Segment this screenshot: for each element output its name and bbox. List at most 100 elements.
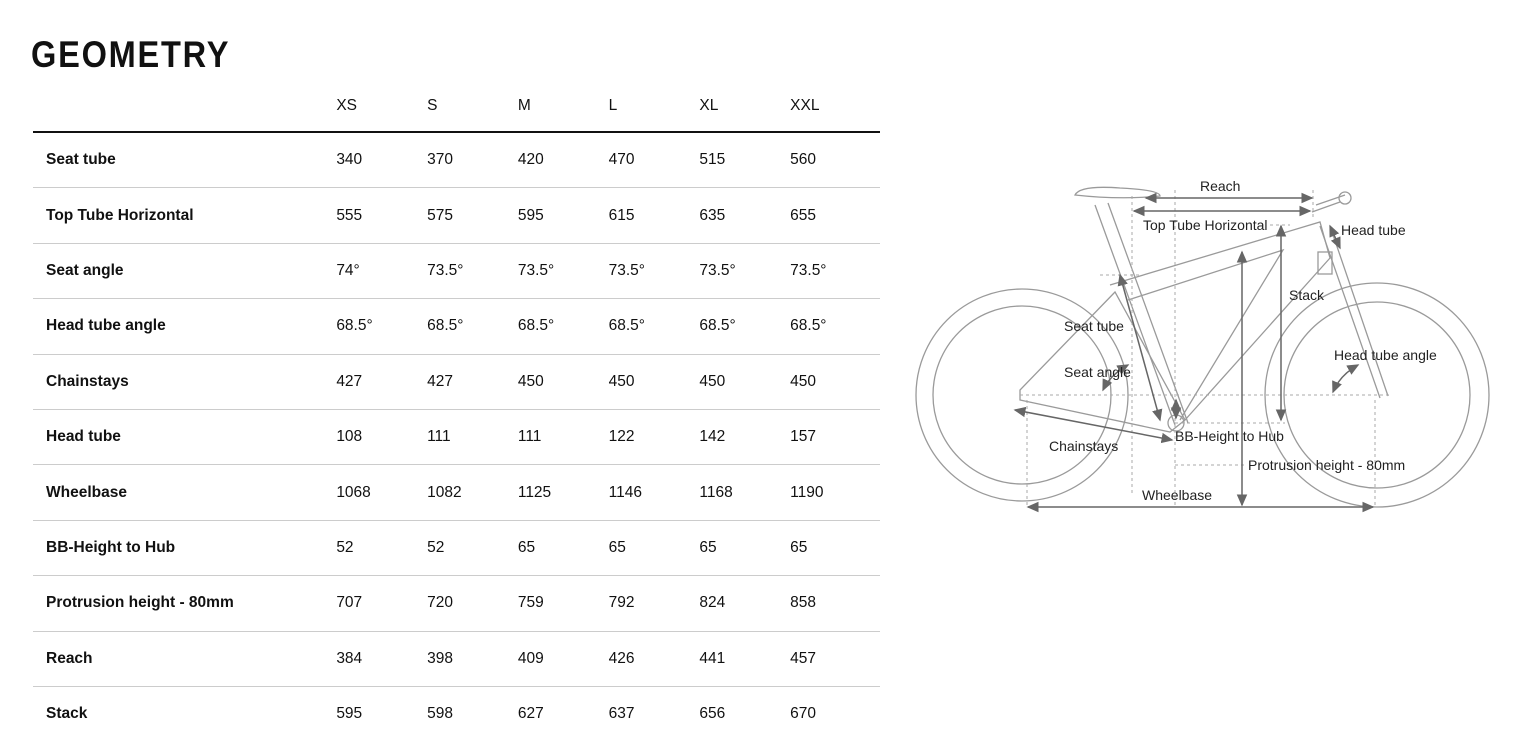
cell-value: 68.5°	[607, 298, 699, 355]
cell-value: 1168	[698, 464, 790, 521]
cell-value: 1190	[789, 464, 880, 521]
cell-value: 157	[789, 409, 880, 466]
cell-value: 68.5°	[698, 298, 790, 355]
cell-value: 142	[698, 409, 790, 466]
cell-value: 575	[426, 187, 517, 244]
row-label: Seat tube	[33, 132, 336, 189]
cell-value: 450	[698, 354, 790, 410]
cell-value: 1146	[607, 464, 699, 521]
cell-value: 615	[607, 187, 699, 244]
label-chainstays: Chainstays	[1049, 438, 1118, 454]
row-label: Stack	[46, 705, 88, 723]
cell-value: 560	[789, 132, 880, 189]
label-top-tube: Top Tube Horizontal	[1143, 217, 1268, 233]
cell-value: 68.5°	[426, 298, 517, 355]
size-header-m: M	[516, 80, 608, 133]
cell-value: 108	[335, 409, 427, 466]
row-label: Chainstays	[33, 354, 336, 410]
cell-value: 111	[426, 409, 517, 466]
cell-value: 65	[698, 520, 790, 577]
table-row: Head tube 108 111 111 122 142 157	[33, 409, 880, 466]
cell-value: 122	[607, 409, 699, 466]
cell-value: 74°	[335, 243, 427, 300]
row-label: BB-Height to Hub	[33, 520, 336, 577]
cell-value: 655	[789, 187, 880, 244]
row-label: Top Tube Horizontal	[33, 187, 336, 244]
cell-value: 759	[516, 575, 608, 632]
table-row: Stack 595 598 627 637 656 670	[33, 686, 880, 741]
bike-geometry-diagram: Reach Top Tube Horizontal Head tube Stac…	[915, 178, 1490, 513]
dimension-arrows	[1013, 192, 1375, 513]
cell-value: 65	[789, 520, 880, 577]
row-label: Head tube angle	[33, 298, 336, 355]
cell-value: 68.5°	[789, 298, 880, 355]
cell-value: 1082	[426, 464, 517, 521]
cell-value: 73.5°	[698, 243, 790, 300]
page-title: GEOMETRY	[31, 34, 231, 75]
table-row: Head tube angle 68.5° 68.5° 68.5° 68.5° 68.5°…	[33, 298, 880, 355]
cell-value: 73.5°	[789, 243, 880, 300]
table-row: Reach 384 398 409 426 441 457	[33, 631, 880, 687]
table-row: BB-Height to Hub 52 52 65 65 65 65	[33, 520, 880, 577]
label-seat-tube: Seat tube	[1064, 318, 1124, 334]
cell-value: 420	[516, 132, 608, 189]
cell-value: 73.5°	[426, 243, 517, 300]
row-label: Head tube	[33, 409, 336, 466]
cell-value: 627	[517, 705, 544, 723]
cell-value: 441	[698, 631, 790, 687]
table-row: Chainstays 427 427 450 450 450 450	[33, 354, 880, 410]
header-blank	[33, 80, 336, 133]
cell-value: 370	[426, 132, 517, 189]
cell-value: 595	[336, 705, 363, 723]
cell-value: 65	[516, 520, 608, 577]
label-bb-height: BB-Height to Hub	[1175, 428, 1284, 444]
row-label: Reach	[33, 631, 336, 687]
cell-value: 598	[427, 705, 453, 723]
table-row: Seat tube 340 370 420 470 515 560	[33, 132, 880, 189]
cell-value: 340	[335, 132, 427, 189]
label-protrusion: Protrusion height - 80mm	[1248, 457, 1405, 473]
row-label: Protrusion height - 80mm	[33, 575, 336, 632]
size-header-xl: XL	[698, 80, 790, 133]
table-row: Protrusion height - 80mm 707 720 759 792 824 8…	[33, 575, 880, 632]
cell-value: 426	[607, 631, 699, 687]
cell-value: 65	[607, 520, 699, 577]
geometry-table: XS S M L XL XXL Seat tube 340 370 420 470 515 560 To…	[33, 80, 880, 741]
cell-value: 707	[335, 575, 427, 632]
row-label: Wheelbase	[33, 464, 336, 521]
size-header-xxl: XXL	[789, 80, 880, 133]
cell-value: 1068	[335, 464, 427, 521]
cell-value: 427	[335, 354, 427, 410]
cell-value: 450	[516, 354, 608, 410]
cell-value: 52	[426, 520, 517, 577]
size-header-s: S	[426, 80, 517, 133]
cell-value: 1125	[516, 464, 608, 521]
cell-value: 68.5°	[516, 298, 608, 355]
cell-value: 384	[335, 631, 427, 687]
cell-value: 824	[698, 575, 790, 632]
size-header-l: L	[607, 80, 699, 133]
cell-value: 656	[699, 705, 726, 723]
label-seat-angle: Seat angle	[1064, 364, 1131, 380]
label-reach: Reach	[1200, 178, 1240, 194]
cell-value: 515	[698, 132, 790, 189]
label-head-tube: Head tube	[1341, 222, 1406, 238]
cell-value: 637	[608, 705, 635, 723]
cell-value: 858	[789, 575, 880, 632]
cell-value: 409	[516, 631, 608, 687]
label-wheelbase: Wheelbase	[1142, 487, 1212, 503]
cell-value: 427	[426, 354, 517, 410]
label-stack: Stack	[1289, 287, 1325, 303]
cell-value: 555	[335, 187, 427, 244]
header-row: XS S M L XL XXL	[33, 80, 880, 133]
table-row: Top Tube Horizontal 555 575 595 615 635 655	[33, 187, 880, 244]
cell-value: 111	[516, 409, 608, 466]
cell-value: 670	[790, 705, 817, 723]
table-row: Seat angle 74° 73.5° 73.5° 73.5° 73.5° 73.5°	[33, 243, 880, 300]
cell-value: 450	[789, 354, 880, 410]
label-head-tube-angle: Head tube angle	[1334, 347, 1437, 363]
size-header-xs: XS	[335, 80, 427, 133]
cell-value: 792	[607, 575, 699, 632]
cell-value: 52	[335, 520, 427, 577]
cell-value: 73.5°	[607, 243, 699, 300]
